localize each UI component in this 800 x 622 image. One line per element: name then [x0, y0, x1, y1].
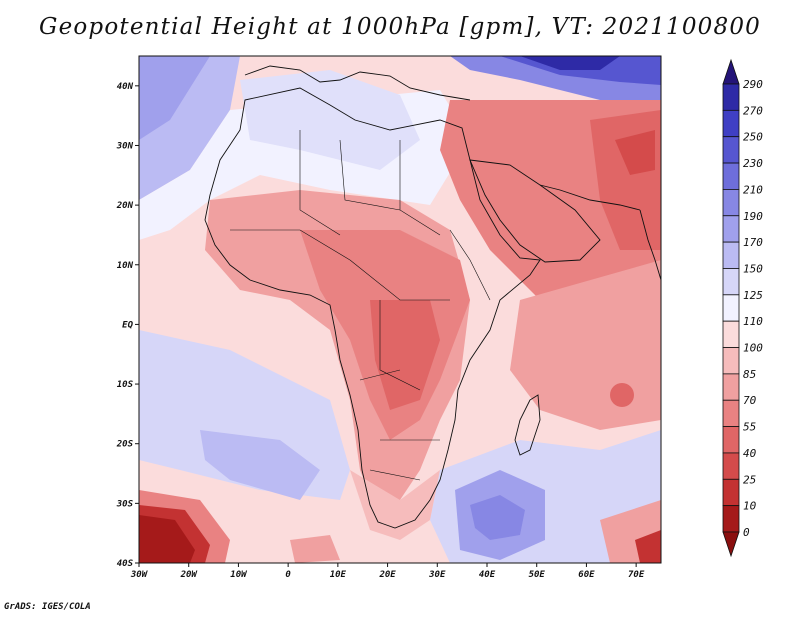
x-tick-label: 10W [230, 570, 248, 580]
x-tick-label: 0 [285, 570, 291, 580]
colorbar-label: 270 [743, 104, 763, 117]
colorbar-swatch [722, 83, 740, 111]
colorbar-swatch [722, 109, 740, 138]
colorbar-label: 170 [743, 236, 763, 249]
colorbar-label: 25 [743, 473, 756, 486]
x-axis: 30W 20W 10W 0 10E 20E 30E 40E 50E 60E 70E [130, 563, 645, 580]
colorbar-swatch [722, 426, 740, 454]
y-tick-label: 30S [116, 499, 134, 509]
colorbar-swatch [722, 373, 740, 401]
field-nw-core [139, 56, 210, 140]
map-frame [138, 55, 662, 564]
y-tick-label: 30N [116, 141, 134, 151]
colorbar-label: 290 [743, 78, 763, 91]
field-s-africa [350, 470, 440, 540]
colorbar: 2902702502302101901701501251101008570554… [722, 58, 763, 558]
x-tick-label: 40E [479, 570, 496, 580]
x-tick-label: 50E [529, 570, 546, 580]
madagascar-coastline [514, 394, 541, 456]
y-tick-label: 10S [117, 380, 134, 390]
field-s-cape-low [290, 535, 340, 563]
colorbar-swatch [722, 294, 740, 322]
colorbar-label: 230 [743, 157, 763, 170]
colorbar-label: 150 [743, 262, 763, 275]
europe-coastline [244, 65, 471, 101]
colorbar-label: 125 [743, 289, 763, 302]
y-tick-label: 40S [117, 559, 134, 569]
colorbar-swatch [722, 347, 740, 375]
colorbar-swatch [722, 320, 740, 348]
colorbar-label: 190 [743, 210, 763, 223]
colorbar-max-triangle [722, 58, 740, 85]
colorbar-label: 85 [743, 368, 756, 381]
colorbar-label: 100 [743, 342, 763, 355]
x-tick-label: 10E [330, 570, 347, 580]
x-tick-label: 30W [130, 570, 149, 580]
colorbar-label: 0 [743, 526, 750, 539]
field-ne-high-core [520, 56, 620, 70]
colorbar-swatch [722, 136, 740, 164]
y-tick-label: 40N [117, 82, 134, 92]
field-indian-high-core [470, 495, 525, 540]
x-tick-label: 30E [428, 570, 446, 580]
field-ne-high-mid [500, 56, 661, 85]
colorbar-swatch [722, 505, 740, 533]
field-layer [139, 56, 661, 563]
colorbar-swatch [722, 268, 740, 296]
field-med-band [240, 70, 420, 170]
colorbar-label: 250 [743, 131, 763, 144]
colorbar-swatch [722, 478, 740, 507]
colorbar-label: 10 [743, 500, 757, 513]
colorbar-label: 55 [743, 421, 756, 434]
colorbar-swatch [722, 162, 740, 190]
field-se-low-core [635, 530, 661, 563]
colorbar-label: 40 [743, 447, 757, 460]
colorbar-label: 110 [743, 315, 763, 328]
x-tick-label: 20W [180, 570, 199, 580]
footer-credit: GrADS: IGES/COLA [4, 602, 91, 612]
gulf-coastline [539, 184, 641, 211]
field-io-low-core [610, 383, 634, 407]
y-tick-label: 20S [116, 440, 134, 450]
colorbar-min-triangle [722, 531, 740, 558]
x-tick-label: 20E [378, 570, 396, 580]
country-borders [230, 130, 491, 481]
colorbar-swatch [722, 452, 740, 480]
y-axis: 40S 30S 20S 10S EQ 10N 20N 30N 40N [116, 82, 139, 569]
field-iran-low-core [615, 130, 655, 175]
field-s-atlantic-core [200, 430, 320, 500]
arabia-coastline [469, 159, 601, 263]
field-sw-low-core [139, 515, 195, 563]
y-tick-label: 20N [116, 201, 134, 211]
chart-title: Geopotential Height at 1000hPa [gpm], VT… [39, 14, 761, 40]
y-tick-label: EQ [122, 320, 133, 330]
colorbar-label: 70 [743, 394, 757, 407]
colorbar-swatch [722, 399, 740, 427]
x-tick-label: 60E [578, 570, 595, 580]
india-coastline [639, 209, 661, 281]
colorbar-label: 210 [743, 183, 763, 196]
y-tick-label: 10N [117, 261, 134, 271]
colorbar-swatch [722, 241, 740, 269]
coastlines [204, 65, 661, 529]
field-central-africa-core [370, 300, 440, 410]
x-tick-label: 70E [628, 570, 645, 580]
africa-coastline [204, 87, 541, 529]
colorbar-swatch [722, 215, 740, 243]
colorbar-swatch [722, 189, 740, 217]
